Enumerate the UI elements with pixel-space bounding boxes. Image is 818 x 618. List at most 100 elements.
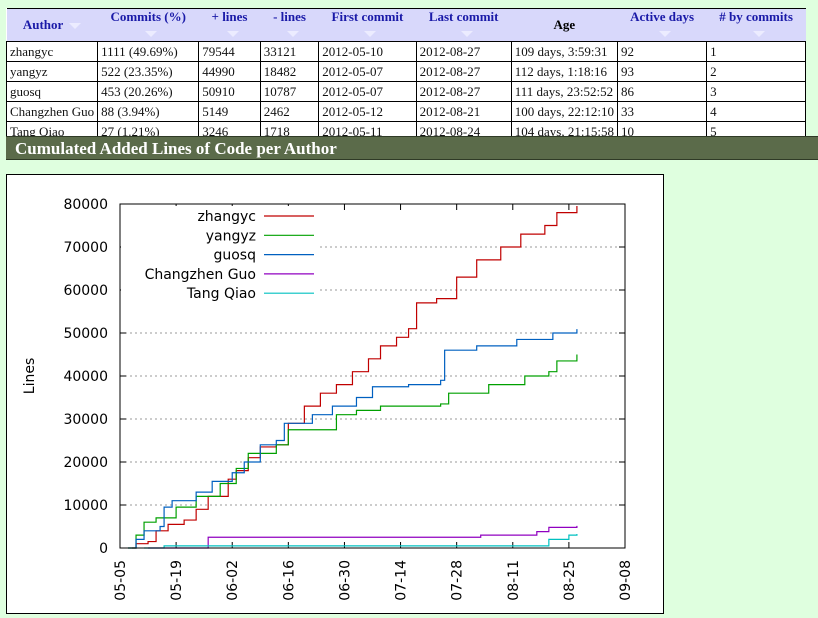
legend-label: Changzhen Guo <box>145 267 256 283</box>
table-cell: 44990 <box>198 61 261 82</box>
table-cell: 86 <box>617 81 708 102</box>
table-cell: 112 days, 1:18:16 <box>510 61 619 82</box>
legend-label: yangyz <box>206 228 256 244</box>
table-cell: 111 days, 23:52:52 <box>510 81 619 102</box>
y-axis-label: Lines <box>22 358 38 394</box>
table-cell: yangyz <box>5 61 99 82</box>
table-cell: 1 <box>706 41 806 62</box>
column-header-label: # by commits <box>719 9 793 24</box>
table-cell: 453 (20.26%) <box>97 81 200 102</box>
sort-arrow-icon[interactable] <box>145 31 158 38</box>
x-tick-label: 08-11 <box>506 560 522 601</box>
column-header[interactable]: Last commit <box>416 8 512 42</box>
table-cell: 33121 <box>259 41 320 62</box>
section-title: Cumulated Added Lines of Code per Author <box>6 136 818 160</box>
series-line-tang-qiao <box>144 534 578 549</box>
table-cell: 2012-08-27 <box>415 41 512 62</box>
table-cell: 79544 <box>198 41 261 62</box>
sort-arrow-icon[interactable] <box>226 31 239 38</box>
table-cell: 92 <box>617 41 708 62</box>
x-tick-label: 06-30 <box>337 560 353 601</box>
legend-label: guosq <box>213 248 256 264</box>
column-header[interactable]: - lines <box>260 8 319 42</box>
column-header[interactable]: Commits (%) <box>97 8 199 42</box>
sort-arrow-icon[interactable] <box>460 31 473 38</box>
table-cell: 10787 <box>259 81 320 102</box>
column-header-label: + lines <box>211 9 248 24</box>
x-tick-label: 07-14 <box>394 560 410 601</box>
x-tick-label: 09-08 <box>618 560 634 601</box>
sort-arrow-icon[interactable] <box>659 31 672 38</box>
chart-container: 0 10000 20000 30000 40000 50000 60000 70000 8000… <box>6 174 664 614</box>
column-header[interactable]: Active days <box>617 8 707 42</box>
table-cell: 2012-05-10 <box>318 41 417 62</box>
column-header[interactable]: First commit <box>318 8 417 42</box>
table-row: yangyz 522 (23.35%) 44990 18482 2012-05-07 20… <box>5 61 806 82</box>
y-tick-label: 20000 <box>63 455 108 471</box>
table-cell: 1111 (49.69%) <box>97 41 200 62</box>
table-cell: 2012-05-07 <box>318 81 417 102</box>
column-header[interactable]: Author <box>6 8 98 42</box>
series-line-guosq <box>128 329 578 549</box>
x-tick-label: 05-19 <box>169 560 185 601</box>
table-cell: 88 (3.94%) <box>97 101 200 122</box>
legend-label: zhangyc <box>197 209 256 225</box>
table-cell: 33 <box>617 101 708 122</box>
column-header-label: Commits (%) <box>110 9 186 24</box>
table-cell: 109 days, 3:59:31 <box>510 41 619 62</box>
table-cell: 522 (23.35%) <box>97 61 200 82</box>
column-header[interactable]: Age <box>511 8 618 42</box>
table-cell: Changzhen Guo <box>5 101 99 122</box>
x-tick-label: 06-16 <box>281 560 297 601</box>
table-cell: 3 <box>706 81 806 102</box>
series-line-changzhen-guo <box>148 525 578 549</box>
column-header-label: Active days <box>630 9 695 24</box>
column-header[interactable]: + lines <box>198 8 261 42</box>
y-tick-label: 0 <box>99 541 108 557</box>
y-tick-label: 80000 <box>63 197 108 213</box>
x-tick-label: 07-28 <box>450 560 466 601</box>
table-cell: 2012-05-12 <box>318 101 417 122</box>
table-cell: 50910 <box>198 81 261 102</box>
series-line-yangyz <box>128 354 578 549</box>
column-header-label: Age <box>553 17 576 32</box>
y-tick-label: 10000 <box>63 498 108 514</box>
table-cell: 2012-08-27 <box>415 81 512 102</box>
x-tick-label: 05-05 <box>113 560 129 601</box>
table-cell: zhangyc <box>5 41 99 62</box>
table-cell: 5149 <box>198 101 261 122</box>
table-cell: 2012-08-27 <box>415 61 512 82</box>
y-tick-label: 50000 <box>63 326 108 342</box>
table-cell: 2012-08-21 <box>415 101 512 122</box>
y-tick-label: 60000 <box>63 283 108 299</box>
table-cell: 2462 <box>259 101 320 122</box>
column-header-label: - lines <box>273 9 306 24</box>
series-line-zhangyc <box>132 205 578 549</box>
plot-frame <box>119 203 626 549</box>
table-cell: 2 <box>706 61 806 82</box>
table-header-row: Author Commits (%) + lines - lines First com… <box>6 8 806 42</box>
column-header-label: Author <box>22 17 64 32</box>
table-cell: 18482 <box>259 61 320 82</box>
sort-arrow-icon[interactable] <box>69 23 82 30</box>
x-tick-label: 06-02 <box>225 560 241 601</box>
x-tick-label: 08-25 <box>562 560 578 601</box>
table-row: zhangyc 1111 (49.69%) 79544 33121 2012-05-10… <box>5 41 806 62</box>
table-row: guosq 453 (20.26%) 50910 10787 2012-05-07 201… <box>5 81 806 102</box>
cumulated-lines-chart: 0 10000 20000 30000 40000 50000 60000 70000 8000… <box>22 197 634 601</box>
table-cell: 100 days, 22:12:10 <box>510 101 619 122</box>
authors-table: Author Commits (%) + lines - lines First com… <box>5 8 806 142</box>
sort-arrow-icon[interactable] <box>753 31 766 38</box>
y-tick-label: 30000 <box>63 412 108 428</box>
sort-arrow-icon[interactable] <box>364 31 377 38</box>
y-tick-label: 40000 <box>63 369 108 385</box>
column-header[interactable]: # by commits <box>706 8 806 42</box>
table-cell: 4 <box>706 101 806 122</box>
sort-arrow-icon[interactable] <box>286 31 299 38</box>
table-cell: 2012-05-07 <box>318 61 417 82</box>
table-cell: 93 <box>617 61 708 82</box>
table-cell: guosq <box>5 81 99 102</box>
table-row: Changzhen Guo 88 (3.94%) 5149 2462 2012-05-1… <box>5 101 806 122</box>
legend-label: Tang Qiao <box>186 286 256 302</box>
y-tick-label: 70000 <box>63 240 108 256</box>
